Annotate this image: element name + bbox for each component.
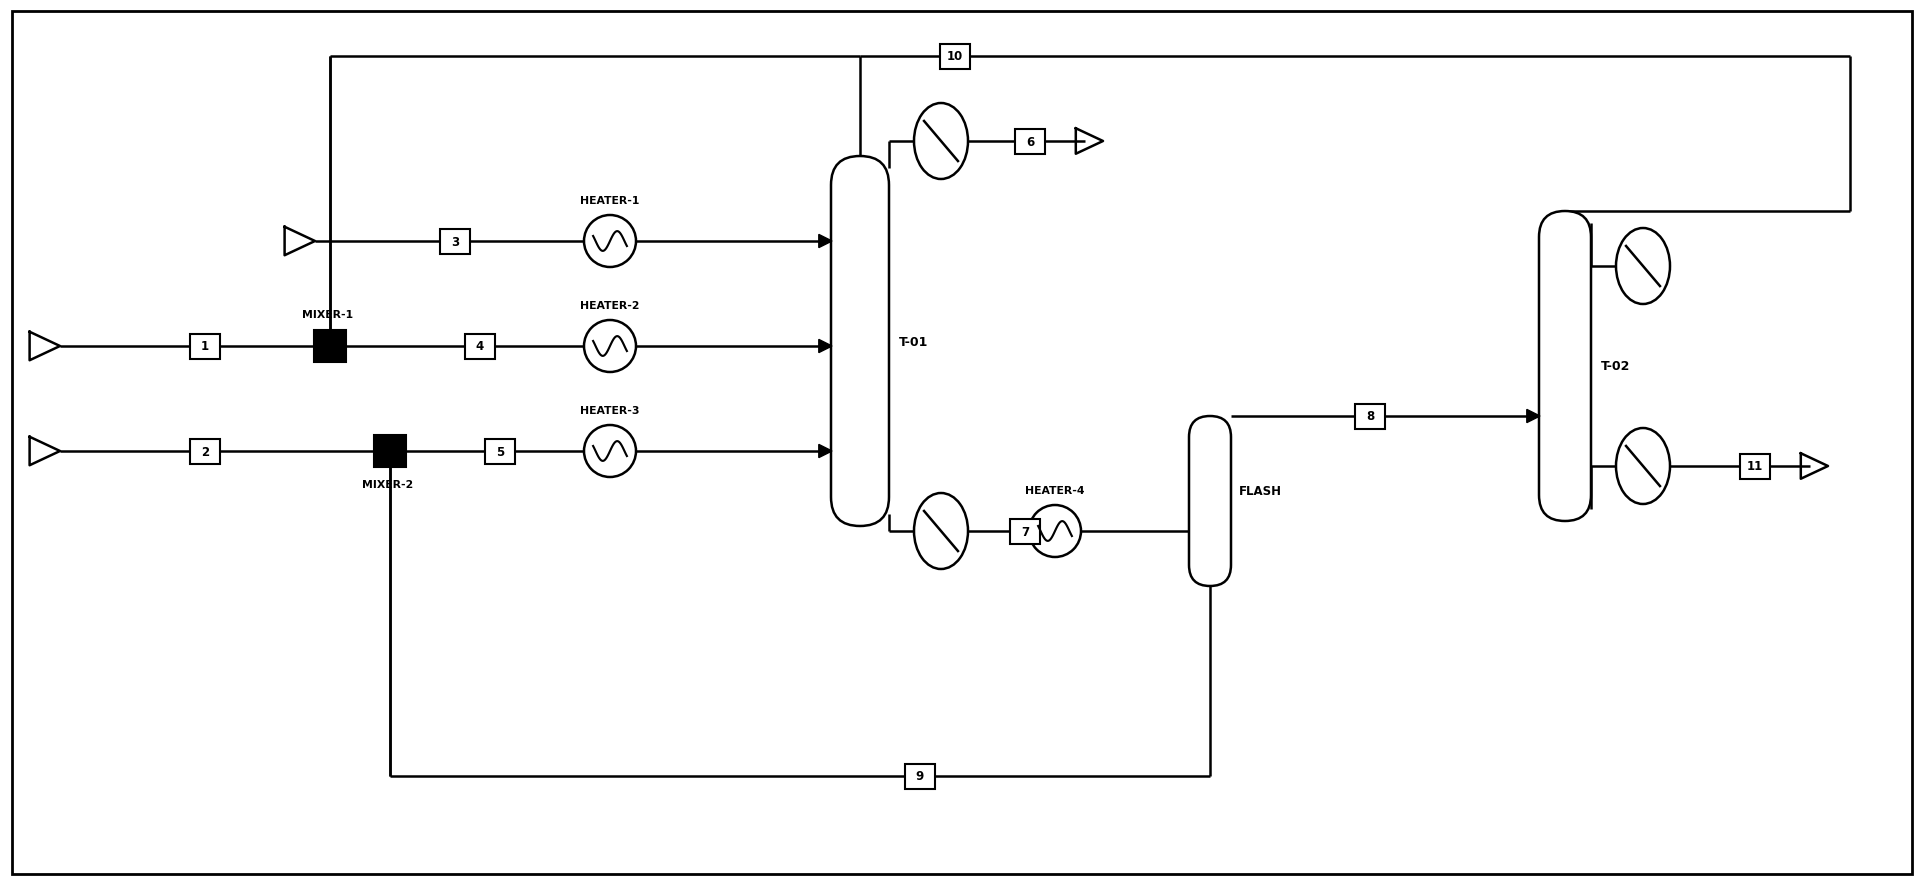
- Bar: [1354, 404, 1385, 429]
- Polygon shape: [819, 445, 831, 458]
- FancyBboxPatch shape: [1538, 212, 1590, 522]
- Bar: [313, 330, 346, 362]
- Bar: [440, 229, 469, 254]
- Text: 9: 9: [915, 770, 923, 782]
- Text: 3: 3: [450, 236, 460, 248]
- Text: 5: 5: [496, 445, 504, 458]
- Bar: [190, 334, 219, 359]
- Text: HEATER-1: HEATER-1: [581, 196, 638, 206]
- Text: MIXER-2: MIXER-2: [362, 479, 413, 489]
- Bar: [1738, 454, 1769, 479]
- Text: T-01: T-01: [898, 335, 929, 348]
- Bar: [373, 436, 406, 468]
- FancyBboxPatch shape: [831, 157, 888, 526]
- Bar: [940, 44, 969, 69]
- Text: T-02: T-02: [1600, 360, 1629, 373]
- Text: 10: 10: [946, 51, 963, 64]
- Text: HEATER-4: HEATER-4: [1025, 486, 1085, 495]
- FancyBboxPatch shape: [1188, 416, 1231, 587]
- Bar: [1015, 129, 1044, 154]
- Text: 6: 6: [1025, 136, 1033, 148]
- Text: FLASH: FLASH: [1238, 485, 1281, 498]
- Polygon shape: [819, 235, 831, 248]
- Polygon shape: [819, 340, 831, 354]
- Text: 7: 7: [1021, 525, 1029, 538]
- Bar: [465, 334, 494, 359]
- Polygon shape: [1527, 410, 1538, 424]
- Text: 11: 11: [1746, 460, 1761, 473]
- Text: 8: 8: [1365, 410, 1373, 423]
- Bar: [904, 764, 935, 789]
- Text: 1: 1: [200, 340, 210, 354]
- Bar: [1010, 519, 1040, 544]
- Text: 4: 4: [475, 340, 485, 354]
- Text: HEATER-2: HEATER-2: [581, 300, 640, 311]
- Text: 2: 2: [200, 445, 210, 458]
- Polygon shape: [317, 340, 331, 353]
- Bar: [190, 439, 219, 464]
- Text: HEATER-3: HEATER-3: [581, 406, 640, 416]
- Bar: [485, 439, 515, 464]
- Polygon shape: [377, 446, 390, 457]
- Text: MIXER-1: MIXER-1: [302, 309, 354, 320]
